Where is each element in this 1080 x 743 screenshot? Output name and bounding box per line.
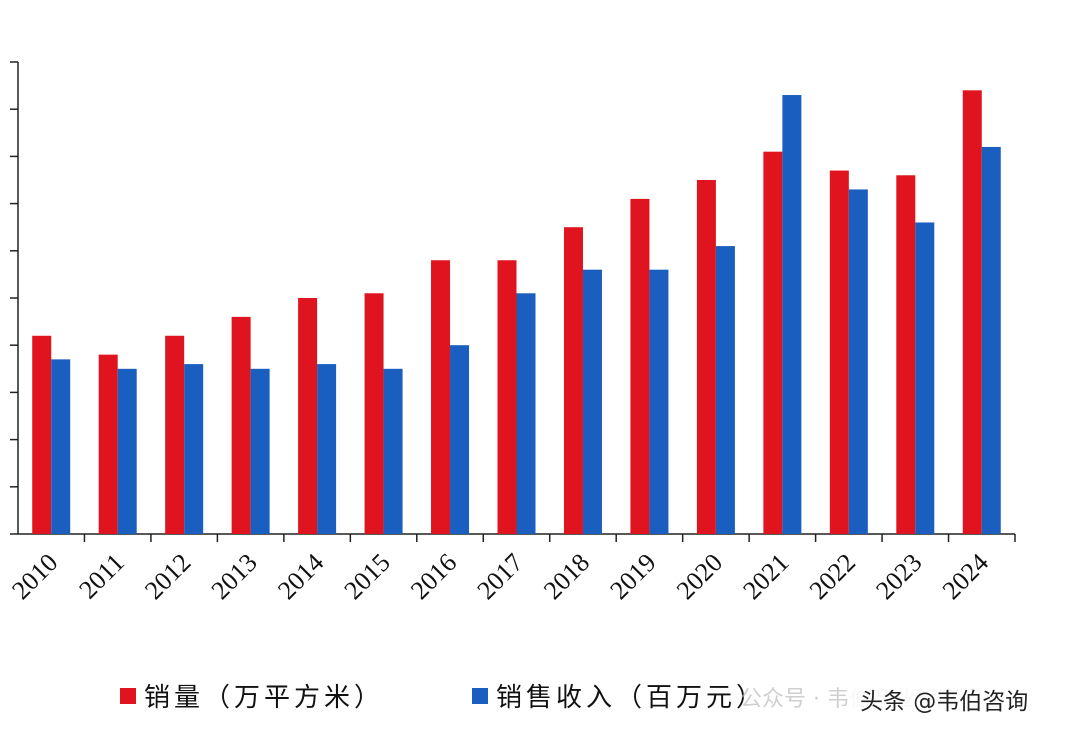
x-tick-label: 2017	[471, 548, 528, 605]
bar	[51, 359, 71, 534]
bar	[829, 170, 849, 534]
legend-swatch	[120, 688, 136, 704]
bar	[117, 368, 137, 534]
bar	[848, 189, 868, 534]
bar	[696, 180, 716, 534]
x-tick-label: 2022	[804, 548, 861, 605]
bar	[782, 95, 802, 534]
bar	[165, 335, 185, 534]
bar	[563, 227, 583, 534]
x-tick-label: 2013	[206, 548, 263, 605]
bar	[98, 354, 118, 534]
watermark: 头条 @韦伯咨询	[860, 689, 1028, 715]
bar	[383, 368, 403, 534]
bar	[516, 293, 536, 534]
x-tick-label: 2011	[73, 548, 130, 605]
x-tick-label: 2014	[272, 548, 329, 605]
bar	[915, 222, 935, 535]
legend-swatch	[472, 688, 488, 704]
bar	[231, 316, 251, 534]
x-tick-label: 2024	[937, 548, 994, 605]
bar	[582, 269, 602, 534]
bar	[250, 368, 270, 534]
watermark-bg	[850, 680, 1065, 720]
bar	[981, 146, 1001, 534]
x-tick-label: 2012	[139, 548, 196, 605]
bar	[184, 364, 204, 534]
x-tick-label: 2010	[6, 548, 63, 605]
bar	[298, 298, 318, 534]
bar	[317, 364, 337, 534]
x-tick-label: 2015	[339, 548, 396, 605]
x-tick-label: 2019	[604, 548, 661, 605]
x-tick-label: 2020	[671, 548, 728, 605]
bar	[630, 198, 650, 534]
bar	[32, 335, 52, 534]
bar	[649, 269, 669, 534]
legend-label: 销售收入（百万元）	[496, 683, 766, 712]
bar	[450, 345, 470, 534]
x-tick-label: 2018	[538, 548, 595, 605]
x-tick-label: 2023	[870, 548, 927, 605]
bar	[962, 90, 982, 534]
x-tick-label: 2016	[405, 548, 462, 605]
x-tick-label: 2021	[737, 548, 794, 605]
bar	[763, 151, 783, 534]
bar	[364, 293, 384, 534]
bar	[497, 260, 517, 534]
bar	[715, 246, 735, 534]
legend-label: 销量（万平方米）	[144, 683, 384, 712]
bar	[896, 175, 916, 534]
bar	[431, 260, 451, 534]
